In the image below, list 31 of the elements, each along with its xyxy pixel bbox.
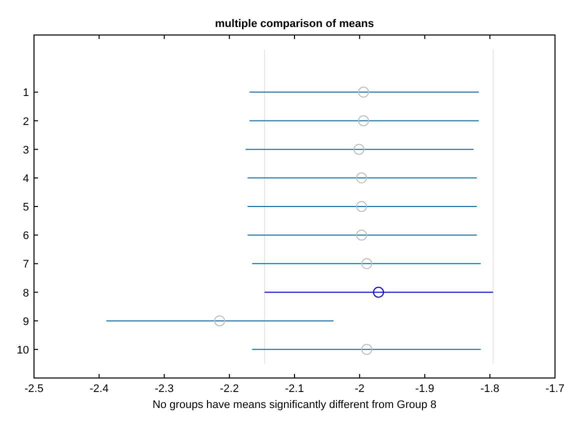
point [356,201,368,212]
y-tick-label: 1 [22,87,29,100]
point [373,286,384,298]
x-tick-label: -1.7 [546,383,564,395]
y-tick-label: 8 [22,287,29,300]
y-tick-label: 5 [22,202,29,214]
x-tick-label: -1.8 [480,383,500,395]
point [356,230,368,241]
point [356,172,368,184]
y-tick-label: 9 [22,316,29,328]
point [361,258,372,270]
point [358,86,370,98]
x-tick-label: -2.2 [220,383,239,395]
point [361,344,372,355]
y-tick-label: 10 [16,344,29,356]
x-tick-label: -2 [354,383,365,395]
y-tick-label: 7 [22,258,29,271]
chart-title: multiple comparison of means [215,18,374,30]
point [358,115,370,126]
x-tick-label: -1.9 [415,383,434,395]
x-tick-label: -2.1 [285,383,304,395]
y-tick-label: 4 [22,172,29,185]
y-tick-label: 2 [22,116,29,128]
x-tick-label: -2.5 [24,383,44,395]
y-tick-label: 3 [22,144,29,156]
point [214,315,226,326]
x-tick-label: -2.3 [154,383,174,395]
x-axis-title: No groups have means significantly different from Group 8 [152,399,437,411]
y-tick-label: 6 [22,230,29,242]
point [353,144,364,155]
x-tick-label: -2.4 [90,383,109,395]
